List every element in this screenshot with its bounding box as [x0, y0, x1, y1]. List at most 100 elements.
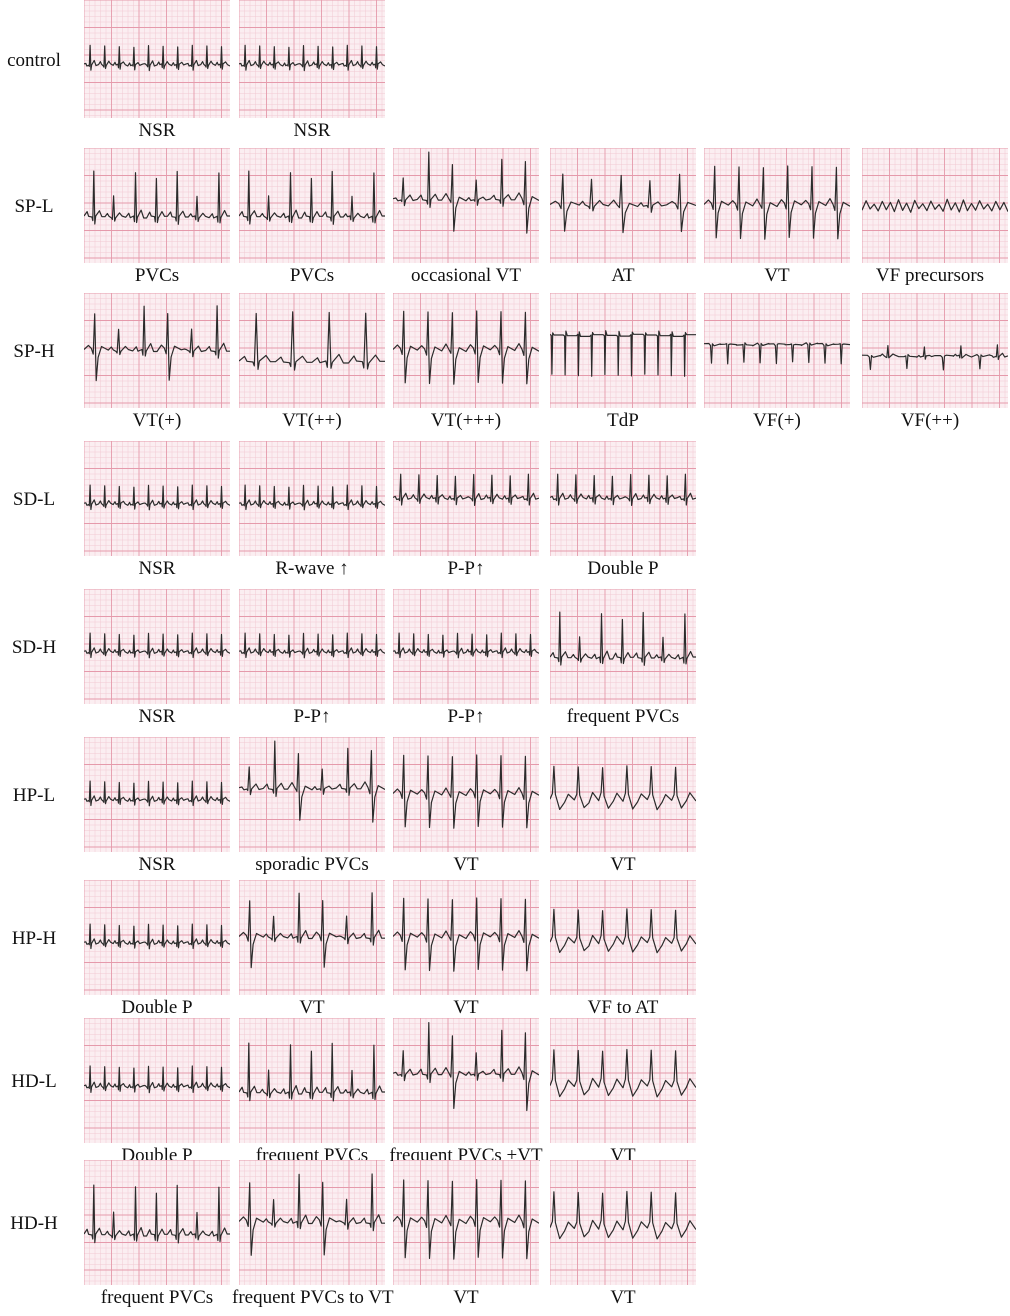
ecg-strip: [393, 737, 539, 852]
row-label: HP-H: [11, 928, 57, 950]
panel-caption: R-wave ↑: [275, 558, 349, 579]
ecg-strip: [550, 293, 696, 408]
ecg-grid-major: [550, 1160, 696, 1285]
ecg-grid-major: [239, 441, 385, 556]
panel-caption: VT: [453, 997, 479, 1018]
panel-caption: VT(+++): [430, 410, 502, 431]
ecg-panel: [393, 1160, 539, 1285]
ecg-strip: [84, 1018, 230, 1143]
ecg-strip: [704, 293, 850, 408]
panel-caption: sporadic PVCs: [255, 854, 369, 875]
ecg-panel: [704, 148, 850, 263]
ecg-paper: [393, 1018, 539, 1143]
row-label: control: [7, 49, 61, 71]
ecg-trace: [239, 892, 385, 969]
ecg-grid-major: [84, 441, 230, 556]
ecg-panel: [550, 880, 696, 995]
ecg-panel: [239, 1160, 385, 1285]
row-label: SD-L: [12, 489, 56, 511]
panel-caption: P-P↑: [447, 706, 485, 727]
ecg-strip: [393, 441, 539, 556]
row-label: HD-L: [11, 1070, 57, 1092]
ecg-panel: [84, 293, 230, 408]
panel-caption: VT: [453, 1287, 479, 1308]
ecg-strip: [239, 737, 385, 852]
ecg-panel: [239, 293, 385, 408]
ecg-strip: [393, 1018, 539, 1143]
ecg-trace: [393, 1022, 539, 1112]
ecg-panel: [393, 737, 539, 852]
ecg-paper: [862, 148, 1008, 263]
panel-caption: occasional VT: [411, 265, 521, 286]
ecg-panel: [862, 293, 1008, 408]
panel-caption: Double P: [121, 997, 193, 1018]
ecg-panel: [550, 737, 696, 852]
ecg-strip: [393, 293, 539, 408]
ecg-strip: [550, 589, 696, 704]
ecg-trace: [393, 473, 539, 506]
ecg-panel: [84, 589, 230, 704]
ecg-panel: [239, 589, 385, 704]
ecg-panel: [393, 589, 539, 704]
ecg-trace: [84, 44, 230, 72]
ecg-grid-major: [550, 1018, 696, 1143]
ecg-paper: [550, 1160, 696, 1285]
ecg-panel: [393, 1018, 539, 1143]
row-label: HP-L: [12, 785, 56, 807]
ecg-panel: [239, 0, 385, 118]
ecg-paper: [84, 0, 230, 118]
ecg-panel: [862, 148, 1008, 263]
ecg-strip: [393, 1160, 539, 1285]
ecg-trace: [239, 740, 385, 823]
ecg-strip: [239, 1160, 385, 1285]
ecg-strip: [393, 880, 539, 995]
ecg-grid-minor: [239, 293, 385, 408]
ecg-paper: [862, 293, 1008, 408]
ecg-strip: [550, 148, 696, 263]
panel-caption: frequent PVCs: [566, 706, 680, 727]
ecg-trace: [704, 342, 850, 365]
panel-caption: VF(++): [900, 410, 960, 431]
ecg-strip: [84, 148, 230, 263]
ecg-paper: [84, 1018, 230, 1143]
ecg-strip: [704, 148, 850, 263]
ecg-trace: [393, 754, 539, 829]
ecg-trace: [862, 344, 1008, 371]
ecg-grid-minor: [550, 293, 696, 408]
ecg-trace: [84, 632, 230, 659]
ecg-strip: [550, 1018, 696, 1143]
panel-caption: NSR: [138, 706, 176, 727]
ecg-panel: [393, 293, 539, 408]
panel-caption: frequent PVCs: [100, 1287, 214, 1308]
ecg-trace: [550, 330, 696, 377]
ecg-strip: [84, 589, 230, 704]
ecg-trace: [550, 173, 696, 234]
ecg-trace: [550, 1190, 696, 1240]
ecg-grid-major: [84, 589, 230, 704]
ecg-grid-minor: [862, 293, 1008, 408]
ecg-panel: [84, 1160, 230, 1285]
ecg-trace: [84, 1065, 230, 1094]
panel-caption: VT: [453, 854, 479, 875]
ecg-strip: [393, 148, 539, 263]
ecg-grid-major: [84, 737, 230, 852]
panel-caption: VT: [764, 265, 790, 286]
ecg-paper: [550, 148, 696, 263]
ecg-strip: [550, 1160, 696, 1285]
ecg-panel: [550, 1160, 696, 1285]
ecg-panel: [550, 1018, 696, 1143]
panel-caption: NSR: [138, 854, 176, 875]
ecg-panel: [550, 589, 696, 704]
ecg-strip: [239, 293, 385, 408]
ecg-paper: [550, 880, 696, 995]
panel-caption: NSR: [138, 558, 176, 579]
ecg-panel: [239, 441, 385, 556]
ecg-trace: [239, 311, 385, 371]
row-label: HD-H: [10, 1212, 58, 1234]
ecg-panel: [704, 293, 850, 408]
ecg-strip: [84, 1160, 230, 1285]
ecg-trace: [393, 310, 539, 385]
ecg-strip: [239, 589, 385, 704]
ecg-trace: [84, 780, 230, 807]
panel-caption: TdP: [607, 410, 639, 431]
